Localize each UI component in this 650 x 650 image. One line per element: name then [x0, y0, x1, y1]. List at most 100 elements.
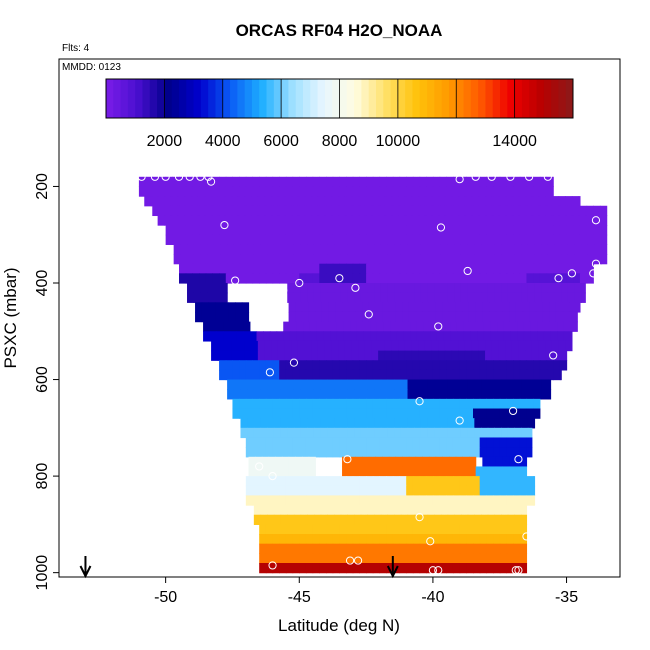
heatmap-cell: [338, 350, 346, 361]
heatmap-cell: [379, 553, 387, 564]
heatmap-cell: [312, 553, 320, 564]
heatmap-cell: [288, 311, 296, 323]
heatmap-cell: [307, 505, 315, 516]
heatmap-cell: [573, 234, 581, 245]
heatmap-cell: [419, 205, 427, 217]
heatmap-cell: [394, 505, 402, 516]
heatmap-cell: [340, 427, 348, 439]
heatmap-cell: [567, 283, 576, 294]
heatmap-cell: [395, 466, 403, 477]
heatmap-cell: [300, 505, 308, 516]
heatmap-cell: [505, 215, 513, 226]
flight-point: [335, 274, 344, 283]
heatmap-cell: [299, 563, 307, 574]
heatmap-cell: [575, 311, 578, 323]
heatmap-cell: [452, 524, 461, 535]
heatmap-cell: [259, 205, 267, 217]
heatmap-cell: [459, 225, 467, 236]
heatmap-cell: [359, 369, 367, 381]
heatmap-cell: [386, 476, 394, 487]
heatmap-cell: [495, 311, 503, 323]
heatmap-cell: [434, 514, 442, 525]
heatmap-cell: [293, 418, 302, 429]
heatmap-cell: [420, 379, 429, 390]
heatmap-cell: [157, 215, 165, 226]
heatmap-cell: [458, 350, 466, 361]
heatmap-cell: [351, 196, 359, 207]
heatmap-cell: [573, 263, 581, 274]
heatmap-cell: [438, 340, 446, 352]
heatmap-cell: [332, 263, 340, 274]
heatmap-cell: [419, 437, 427, 448]
heatmap-cell: [491, 340, 499, 352]
heatmap-cell: [519, 476, 528, 487]
flight-point: [295, 278, 304, 288]
heatmap-cell: [510, 321, 518, 332]
heatmap-cell: [442, 466, 450, 477]
heatmap-cell: [252, 437, 260, 448]
heatmap-cell: [463, 321, 471, 332]
heatmap-cell: [332, 563, 340, 574]
heatmap-cell: [440, 283, 449, 294]
heatmap-cell: [474, 427, 482, 439]
heatmap-cell: [367, 244, 375, 255]
heatmap-cell: [315, 311, 323, 323]
heatmap-cell: [407, 505, 415, 516]
heatmap-cell: [414, 389, 422, 400]
heatmap-cell: [352, 495, 361, 506]
heatmap-cell: [506, 273, 514, 284]
heatmap-cell: [467, 505, 475, 516]
heatmap-cell: [180, 244, 188, 255]
colorbar-tick-label: 10000: [376, 133, 421, 150]
heatmap-cell: [432, 234, 441, 245]
heatmap-cell: [518, 196, 526, 207]
heatmap-cell: [265, 186, 274, 197]
heatmap-cell: [358, 215, 366, 226]
heatmap-cell: [486, 553, 494, 564]
heatmap-cell: [287, 283, 295, 294]
heatmap-cell: [486, 563, 494, 574]
heatmap-cell: [399, 543, 407, 554]
heatmap-cell: [506, 360, 514, 371]
heatmap-cell: [342, 311, 350, 323]
heatmap-cell: [346, 447, 354, 458]
heatmap-cell: [372, 205, 381, 217]
heatmap-cell: [319, 263, 327, 274]
heatmap-cell: [243, 321, 251, 332]
heatmap-cell: [265, 398, 274, 410]
heatmap-cell: [432, 398, 441, 410]
heatmap-cell: [446, 225, 454, 236]
heatmap-cell: [432, 447, 441, 458]
heatmap-cell: [165, 176, 173, 188]
heatmap-cell: [334, 514, 342, 525]
heatmap-cell: [547, 244, 556, 255]
heatmap-cell: [332, 553, 340, 564]
heatmap-cell: [482, 311, 490, 323]
heatmap-cell: [473, 447, 481, 458]
flight-arrows: [79, 556, 399, 579]
heatmap-cell: [340, 389, 348, 400]
heatmap-cell: [473, 534, 481, 545]
heatmap-cell: [291, 350, 299, 361]
heatmap-cell: [265, 485, 274, 497]
heatmap-cell: [371, 196, 379, 207]
heatmap-cell: [195, 302, 203, 313]
heatmap-cell: [451, 340, 459, 352]
heatmap-cell: [553, 234, 561, 245]
heatmap-cell: [371, 350, 379, 361]
heatmap-cell: [486, 447, 494, 458]
heatmap-cell: [237, 196, 246, 207]
heatmap-cell: [279, 495, 287, 506]
flight-point: [268, 561, 277, 570]
heatmap-cell: [481, 427, 489, 439]
heatmap-cell: [533, 186, 541, 197]
heatmap-cell: [555, 311, 564, 323]
heatmap-cell: [467, 427, 475, 439]
heatmap-cell: [342, 302, 350, 313]
flight-point: [426, 537, 435, 546]
flight-point: [434, 566, 443, 575]
heatmap-cell: [446, 543, 454, 554]
heatmap-cell: [426, 186, 434, 197]
heatmap-cell: [285, 543, 294, 554]
heatmap-cell: [406, 543, 414, 554]
